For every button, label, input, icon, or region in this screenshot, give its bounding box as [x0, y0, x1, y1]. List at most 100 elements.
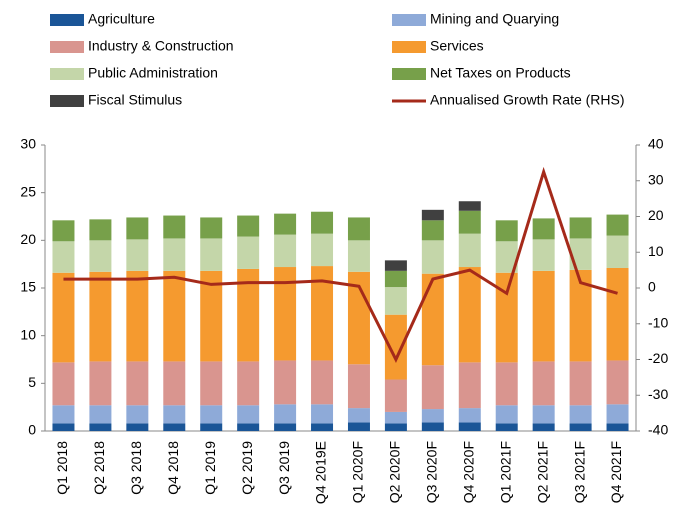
- bar-segment: [52, 241, 75, 273]
- bar-segment: [311, 423, 334, 431]
- legend-swatch: [392, 41, 426, 53]
- bar-segment: [421, 422, 444, 431]
- legend-label: Industry & Construction: [88, 38, 234, 54]
- bar-segment: [52, 220, 75, 242]
- x-tick-label: Q3 2020F: [424, 441, 440, 503]
- x-tick-label: Q3 2019: [276, 441, 292, 495]
- bar-segment: [421, 220, 444, 241]
- bar-segment: [163, 215, 186, 239]
- bar-segment: [606, 404, 629, 424]
- legend-label: Agriculture: [88, 11, 155, 27]
- y-tick-label: 0: [28, 422, 36, 438]
- x-tick-label: Q1 2018: [54, 441, 70, 495]
- legend-swatch: [50, 68, 84, 80]
- bar-segment: [384, 287, 407, 315]
- bar-segment: [52, 423, 75, 431]
- bar-segment: [495, 423, 518, 431]
- y2-tick-label: -10: [648, 314, 668, 330]
- y2-tick-label: 10: [648, 243, 664, 259]
- legend-label: Fiscal Stimulus: [88, 92, 182, 108]
- bar-segment: [347, 364, 370, 409]
- bar-segment: [163, 270, 186, 362]
- bar-segment: [311, 266, 334, 361]
- bar-segment: [384, 423, 407, 431]
- y2-tick-label: 30: [648, 171, 664, 187]
- legend-swatch: [50, 41, 84, 53]
- x-tick-label: Q2 2020F: [387, 441, 403, 503]
- x-tick-label: Q1 2020F: [350, 441, 366, 503]
- y-tick-label: 20: [20, 231, 36, 247]
- bar-segment: [421, 209, 444, 221]
- bar-segment: [384, 411, 407, 424]
- bar-segment: [200, 361, 223, 406]
- legend-swatch: [50, 95, 84, 107]
- y-tick-label: 15: [20, 279, 36, 295]
- bar-segment: [126, 239, 149, 271]
- bar-segment: [458, 210, 481, 234]
- x-tick-label: Q1 2019: [202, 441, 218, 495]
- bar-segment: [237, 215, 260, 237]
- bar-segment: [347, 240, 370, 272]
- legend-label: Mining and Quarying: [430, 11, 559, 27]
- bar-segment: [384, 270, 407, 288]
- bar-segment: [421, 409, 444, 423]
- bar-segment: [237, 236, 260, 269]
- bar-segment: [274, 267, 297, 361]
- bar-segment: [606, 360, 629, 405]
- bar-segment: [311, 211, 334, 234]
- x-tick-label: Q4 2021F: [608, 441, 624, 503]
- bar-segment: [569, 361, 592, 406]
- bar-segment: [384, 314, 407, 380]
- bar-segment: [89, 361, 112, 406]
- bar-segment: [532, 218, 555, 240]
- bar-segment: [200, 238, 223, 271]
- legend-swatch: [392, 68, 426, 80]
- y2-tick-label: 20: [648, 207, 664, 223]
- bar-segment: [274, 234, 297, 268]
- bar-segment: [274, 423, 297, 431]
- bar-segment: [163, 361, 186, 406]
- bar-segment: [458, 362, 481, 409]
- bar-segment: [495, 405, 518, 424]
- y-tick-label: 30: [20, 136, 36, 152]
- legend-label: Net Taxes on Products: [430, 65, 571, 81]
- bar-segment: [89, 240, 112, 272]
- y-tick-label: 10: [20, 326, 36, 342]
- legend-swatch: [392, 14, 426, 26]
- bar-segment: [200, 423, 223, 431]
- x-tick-label: Q4 2020F: [460, 441, 476, 503]
- bar-segment: [606, 214, 629, 236]
- bar-segment: [89, 219, 112, 241]
- bar-segment: [347, 408, 370, 423]
- legend-label: Public Administration: [88, 65, 218, 81]
- bar-segment: [458, 408, 481, 423]
- bar-segment: [569, 238, 592, 270]
- bar-segment: [495, 362, 518, 406]
- bar-segment: [569, 269, 592, 362]
- bar-segment: [274, 360, 297, 405]
- bar-segment: [569, 405, 592, 424]
- bar-segment: [606, 235, 629, 268]
- bar-segment: [52, 405, 75, 424]
- bar-segment: [458, 201, 481, 211]
- y-tick-label: 25: [20, 183, 36, 199]
- bar-segment: [163, 405, 186, 424]
- bar-segment: [163, 423, 186, 431]
- bar-segment: [569, 217, 592, 239]
- bar-segment: [384, 379, 407, 412]
- bar-segment: [237, 361, 260, 406]
- bar-segment: [126, 423, 149, 431]
- bar-segment: [347, 422, 370, 431]
- bar-segment: [347, 217, 370, 241]
- bar-segment: [569, 423, 592, 431]
- legend-swatch: [50, 14, 84, 26]
- bar-segment: [311, 404, 334, 424]
- legend-label: Annualised Growth Rate (RHS): [430, 92, 625, 108]
- bar-segment: [52, 272, 75, 363]
- bar-segment: [458, 422, 481, 431]
- bar-segment: [311, 233, 334, 267]
- bar-segment: [200, 217, 223, 239]
- bar-segment: [200, 270, 223, 362]
- bar-segment: [532, 361, 555, 406]
- bar-segment: [89, 423, 112, 431]
